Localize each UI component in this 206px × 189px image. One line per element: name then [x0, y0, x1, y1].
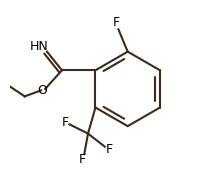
Text: HN: HN: [30, 40, 49, 53]
Text: F: F: [61, 116, 69, 129]
Text: F: F: [112, 16, 119, 29]
Text: F: F: [105, 143, 112, 156]
Text: F: F: [78, 153, 85, 166]
Text: O: O: [37, 84, 47, 97]
